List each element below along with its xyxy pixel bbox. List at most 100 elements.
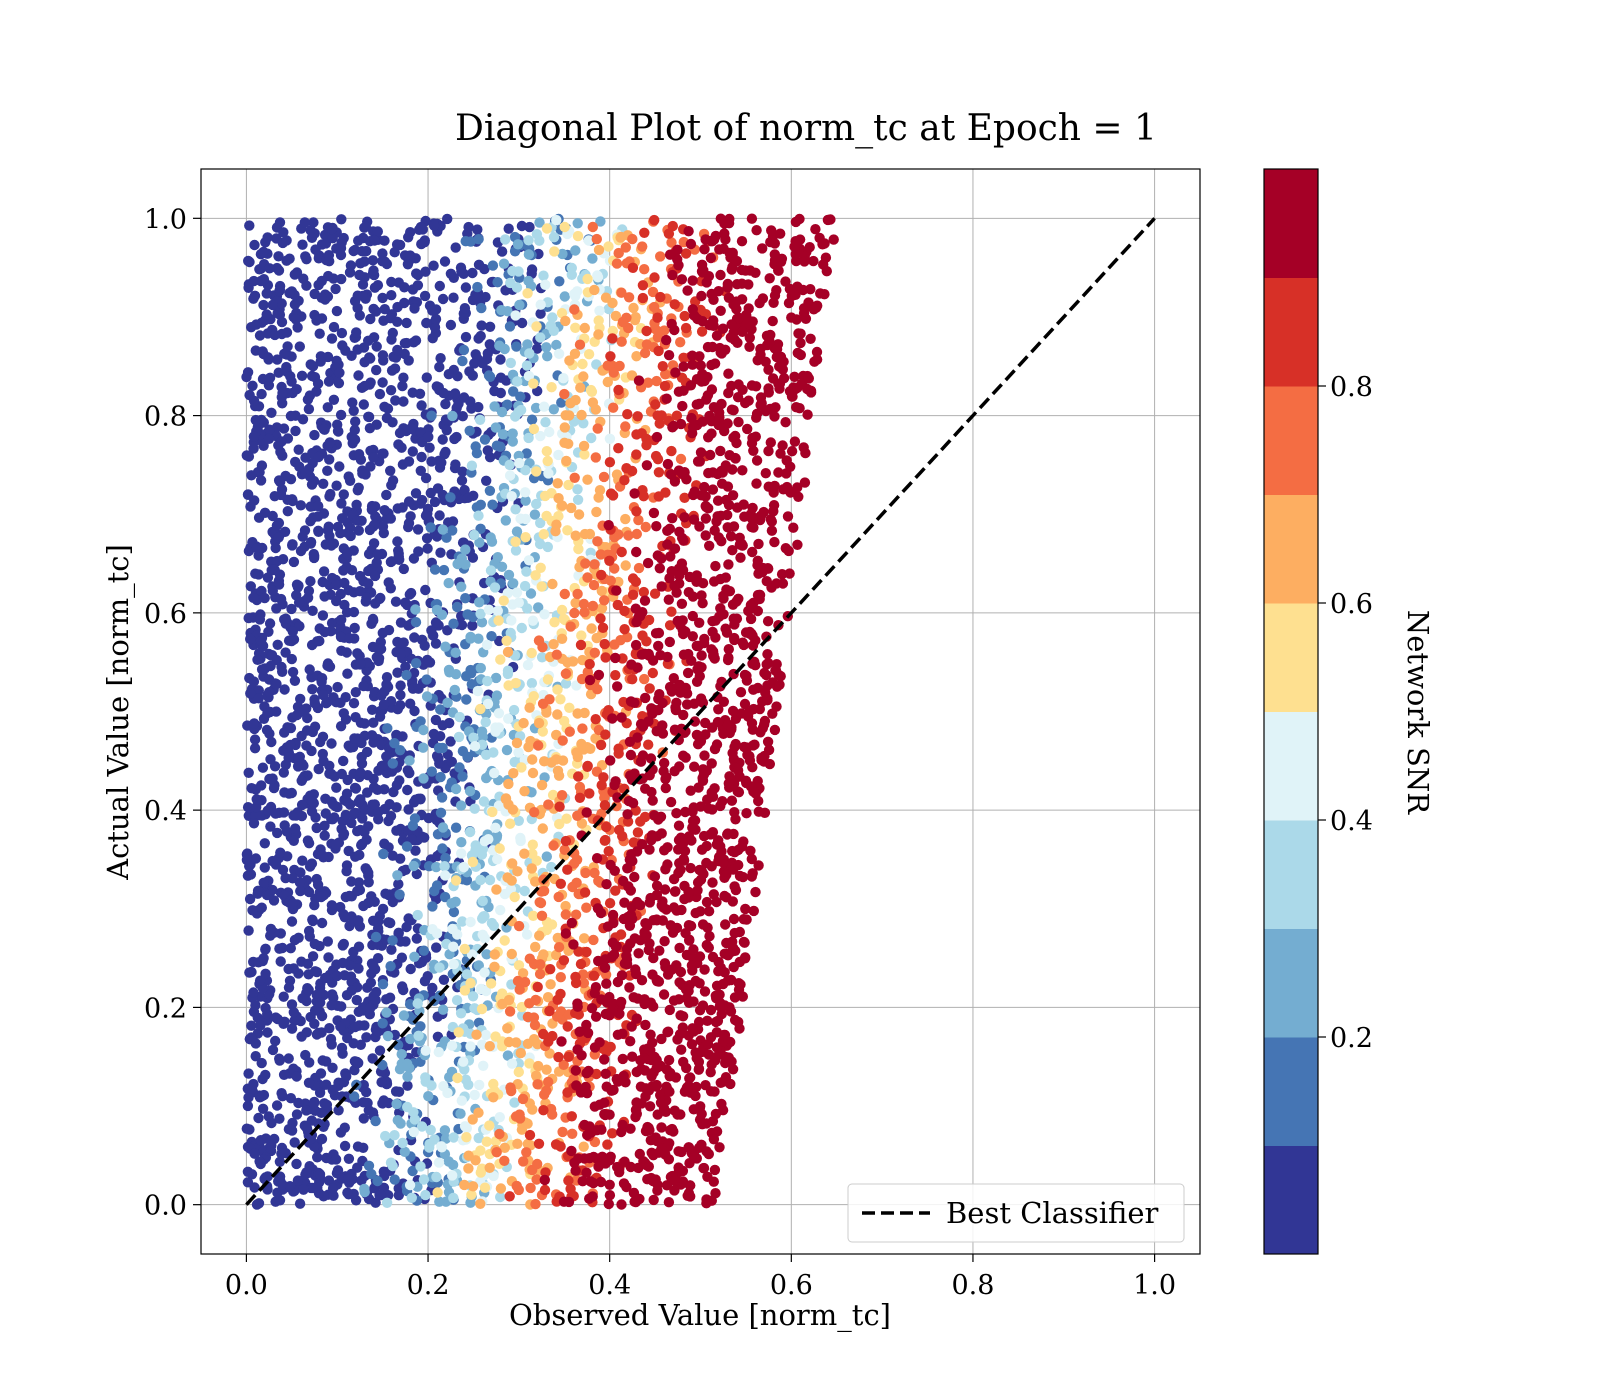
scatter-point — [380, 1130, 391, 1142]
scatter-point — [627, 233, 638, 245]
scatter-point — [566, 917, 578, 929]
scatter-point — [579, 322, 590, 334]
scatter-point — [555, 878, 566, 889]
scatter-point — [273, 532, 284, 543]
scatter-point — [500, 515, 511, 526]
scatter-point — [528, 378, 539, 389]
scatter-point — [580, 558, 591, 569]
scatter-point — [395, 853, 406, 864]
scatter-point — [397, 1137, 408, 1149]
scatter-point — [379, 505, 390, 516]
scatter-point — [323, 250, 335, 261]
scatter-point — [424, 657, 436, 668]
scatter-point — [615, 232, 626, 243]
scatter-point — [261, 288, 272, 299]
scatter-point — [294, 1198, 306, 1209]
scatter-point — [523, 432, 534, 444]
scatter-point — [292, 1175, 304, 1186]
scatter-point — [711, 896, 722, 908]
scatter-point — [317, 610, 329, 621]
scatter-point — [309, 938, 320, 950]
scatter-point — [572, 484, 583, 495]
scatter-point — [407, 446, 418, 457]
scatter-point — [542, 674, 554, 685]
scatter-point — [348, 606, 360, 618]
scatter-point — [513, 1066, 524, 1078]
scatter-point — [293, 1097, 304, 1109]
scatter-point — [294, 461, 305, 472]
scatter-point — [391, 779, 403, 791]
scatter-point — [469, 741, 481, 752]
scatter-point — [593, 329, 604, 340]
scatter-point — [436, 457, 447, 468]
scatter-point — [318, 423, 329, 435]
scatter-point — [528, 423, 540, 435]
scatter-point — [420, 472, 432, 484]
scatter-point — [476, 320, 487, 331]
scatter-point — [343, 1173, 354, 1185]
scatter-point — [709, 576, 720, 587]
scatter-point — [462, 492, 474, 503]
scatter-point — [701, 1194, 712, 1205]
scatter-point — [607, 333, 618, 344]
scatter-point — [324, 454, 335, 465]
scatter-point — [667, 513, 678, 524]
scatter-point — [615, 929, 627, 940]
scatter-point — [617, 831, 628, 842]
scatter-point — [703, 803, 714, 814]
scatter-point — [576, 409, 587, 421]
scatter-point — [351, 994, 362, 1006]
scatter-point — [322, 936, 333, 947]
scatter-point — [420, 1045, 431, 1056]
scatter-point — [786, 446, 798, 457]
scatter-point — [652, 326, 663, 337]
scatter-point — [253, 569, 264, 580]
scatter-point — [382, 403, 394, 414]
scatter-point — [352, 885, 363, 897]
scatter-point — [581, 807, 592, 818]
scatter-point — [589, 284, 600, 296]
scatter-point — [369, 896, 380, 907]
scatter-point — [653, 345, 664, 357]
scatter-point — [560, 835, 572, 847]
scatter-point — [413, 1030, 424, 1042]
scatter-point — [704, 540, 715, 551]
scatter-point — [392, 536, 403, 547]
scatter-point — [723, 559, 734, 570]
scatter-point — [331, 782, 342, 793]
scatter-point — [511, 526, 523, 537]
scatter-point — [316, 1010, 328, 1022]
scatter-point — [438, 564, 450, 576]
scatter-point — [562, 864, 573, 875]
scatter-point — [364, 1003, 376, 1014]
scatter-point — [492, 277, 503, 288]
scatter-point — [302, 984, 313, 995]
scatter-point — [610, 670, 621, 681]
scatter-point — [444, 667, 455, 678]
scatter-point — [432, 1187, 443, 1198]
scatter-point — [587, 221, 598, 233]
scatter-point — [248, 818, 260, 829]
scatter-point — [725, 1078, 736, 1090]
scatter-point — [262, 708, 273, 719]
scatter-point — [276, 1148, 287, 1160]
scatter-point — [292, 761, 304, 772]
scatter-point — [538, 270, 549, 281]
scatter-point — [448, 959, 459, 970]
scatter-point — [628, 302, 639, 314]
scatter-point — [457, 466, 468, 477]
scatter-point — [730, 884, 742, 896]
scatter-point — [459, 303, 471, 314]
scatter-point — [560, 668, 572, 679]
scatter-point — [625, 696, 637, 707]
scatter-point — [551, 754, 562, 765]
scatter-point — [392, 503, 403, 514]
scatter-point — [726, 264, 737, 275]
scatter-point — [365, 461, 376, 472]
scatter-point — [500, 793, 512, 804]
scatter-point — [274, 1156, 286, 1168]
scatter-point — [576, 630, 587, 641]
scatter-point — [387, 758, 398, 769]
scatter-point — [437, 434, 448, 445]
scatter-point — [318, 478, 329, 489]
